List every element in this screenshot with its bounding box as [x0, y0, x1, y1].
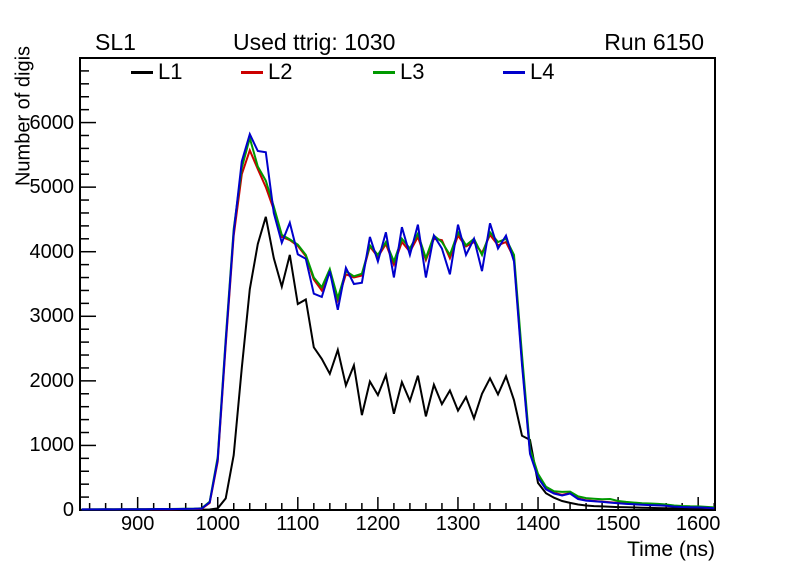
x-axis-title: Time (ns) — [627, 538, 715, 561]
x-tick-label: 1200 — [355, 513, 401, 535]
legend-item-l4[interactable]: L4 — [503, 59, 554, 85]
plot-label-run: Run 6150 — [604, 29, 704, 55]
x-tick-label: 1500 — [595, 513, 641, 535]
plot-frame — [79, 57, 716, 511]
x-tick-label: 1000 — [195, 513, 240, 535]
series-l4-line — [81, 131, 715, 511]
l4-line-swatch-icon — [503, 70, 525, 74]
x-tick-label: 1300 — [435, 513, 481, 535]
legend-label: L4 — [530, 59, 555, 84]
legend-label: L1 — [158, 59, 183, 84]
x-tick-label: 900 — [120, 513, 155, 535]
x-tick-label: 1100 — [276, 513, 320, 535]
y-tick-label: 0 — [62, 499, 74, 521]
legend-label: L3 — [400, 59, 425, 84]
l1-line-swatch-icon — [131, 70, 153, 74]
series-l1-line — [81, 216, 715, 511]
y-tick-label: 3000 — [29, 305, 75, 328]
y-tick-label: 2000 — [29, 369, 75, 392]
legend-item-l2[interactable]: L2 — [241, 59, 292, 85]
legend-label: L2 — [268, 59, 293, 84]
plot-title-ttrig: Used ttrig: 1030 — [233, 29, 396, 55]
series-l3-line — [81, 134, 715, 511]
series-l2-line — [81, 147, 715, 511]
y-tick-label: 1000 — [29, 434, 75, 457]
x-tick-label: 1600 — [675, 513, 721, 535]
y-axis-title: Number of digis — [12, 45, 35, 187]
x-tick-label: 1400 — [515, 513, 561, 535]
legend-item-l3[interactable]: L3 — [373, 59, 424, 85]
plot-label-sl: SL1 — [95, 29, 136, 55]
l2-line-swatch-icon — [241, 70, 263, 74]
legend-item-l1[interactable]: L1 — [131, 59, 182, 85]
l3-line-swatch-icon — [373, 70, 395, 74]
y-tick-label: 4000 — [29, 240, 75, 263]
y-tick-label: 6000 — [29, 111, 75, 134]
y-tick-label: 5000 — [29, 176, 75, 199]
